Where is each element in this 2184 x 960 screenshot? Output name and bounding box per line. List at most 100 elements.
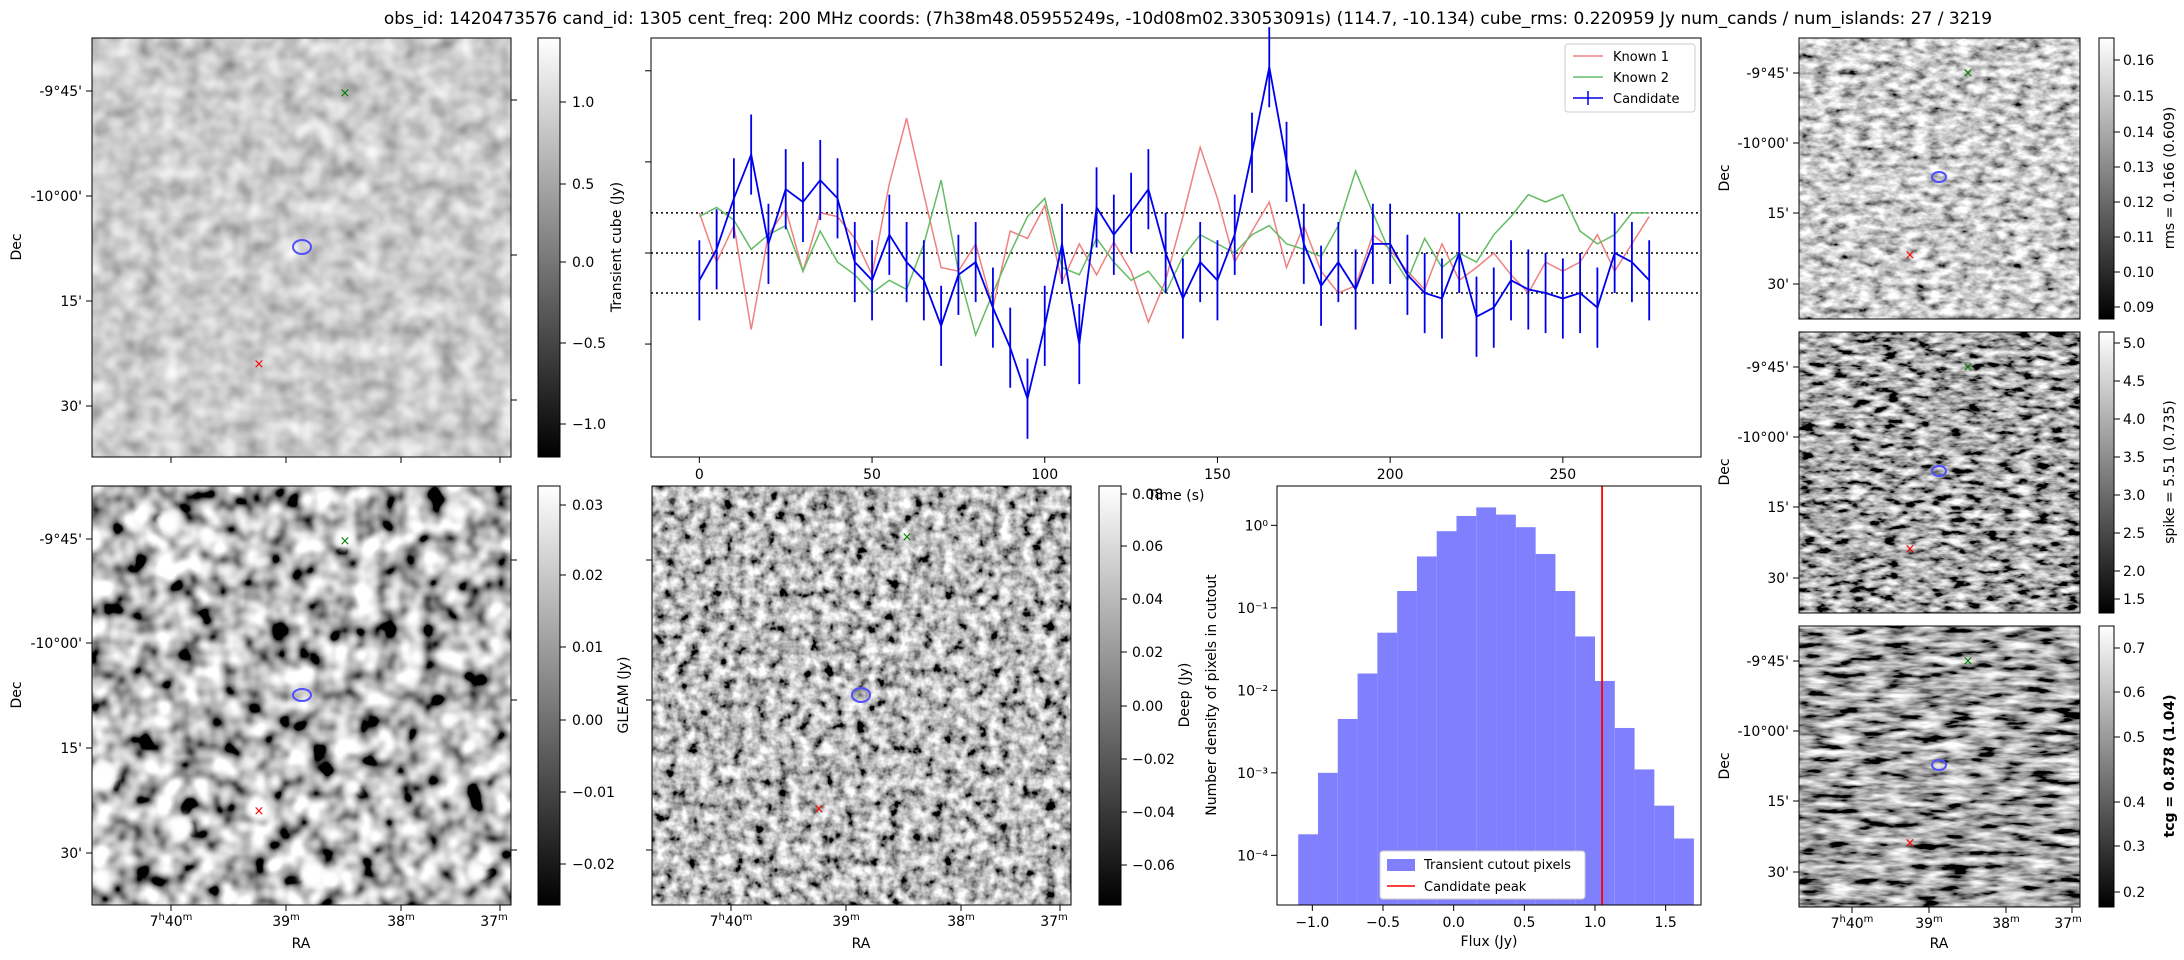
- cbar-tick: −0.04: [1132, 805, 1175, 821]
- lightcurve-xlabel: Time (s): [1147, 488, 1205, 504]
- known1-marker: ×: [254, 804, 265, 819]
- cbar-tick: 0.02: [572, 568, 603, 584]
- dec-tick: -9°45': [1746, 654, 1789, 670]
- ra-tick: 39m: [1915, 914, 1943, 932]
- transient-colorbar-fill: [537, 37, 561, 458]
- ra-label: RA: [1930, 936, 1949, 952]
- cbar-tick: 0.6: [2123, 685, 2145, 701]
- dec-tick: -9°45': [1746, 66, 1789, 82]
- histogram-bar: [1654, 805, 1675, 905]
- dec-axis: -9°45' -10°00' 15' 30' Dec: [9, 84, 92, 415]
- deep-image: [652, 486, 1071, 905]
- dec-tick: -10°00': [30, 189, 82, 205]
- histogram-ylabel: Number density of pixels in cutout: [1204, 574, 1220, 816]
- cbar-tick: −0.5: [572, 336, 606, 352]
- rms-colorbar-fill: [2098, 37, 2115, 320]
- gleam-colorbar-fill: [537, 485, 561, 906]
- histogram-bar: [1535, 553, 1556, 905]
- ra-axis: 7h40m 39m 38m 37m RA: [1831, 907, 2082, 952]
- cbar-tick: 0.13: [2123, 160, 2154, 176]
- y-tick-label: 10⁻¹: [1237, 601, 1268, 617]
- cbar-tick: 5.0: [2123, 336, 2145, 352]
- rms-cbar-label: rms = 0.166 (0.609): [2162, 107, 2178, 250]
- dec-tick: -10°00': [1737, 724, 1789, 740]
- tcg-panel: × × -9°45' -10°00' 15' 30' Dec 7h40m 39m…: [1717, 625, 2178, 952]
- cbar-tick: 0.15: [2123, 89, 2154, 105]
- x-tick-label: 0.5: [1513, 915, 1535, 931]
- histogram-bar: [1456, 515, 1477, 905]
- series-candidate: [698, 66, 1650, 402]
- cbar-tick: 0.02: [1132, 645, 1163, 661]
- candidate-contour: [292, 688, 312, 702]
- tcg-image: [1799, 626, 2080, 907]
- x-tick-label: 0: [695, 467, 704, 483]
- cbar-tick: 0.00: [572, 713, 603, 729]
- candidate-contour: [1931, 171, 1947, 183]
- x-tick-label: 200: [1377, 467, 1404, 483]
- histogram-panel: −1.0 −0.5 0.0 0.5 1.0 1.5 10⁰ 10⁻¹ 10⁻² 10⁻³ 10⁻⁴…: [1204, 485, 1702, 950]
- known1-marker: ×: [1905, 248, 1916, 263]
- histogram-y-axis: 10⁰ 10⁻¹ 10⁻² 10⁻³ 10⁻⁴: [1237, 518, 1277, 864]
- transient-cbar-label: Transient cube (Jy): [609, 182, 625, 313]
- x-tick-label: −0.5: [1366, 915, 1400, 931]
- histogram-bar: [1634, 769, 1655, 905]
- candidate-contour: [1931, 759, 1947, 771]
- deep-colorbar-fill: [1098, 485, 1122, 906]
- ra-tick: 38m: [387, 912, 415, 930]
- series-known-1: [698, 118, 1650, 330]
- x-tick-label: 50: [863, 467, 881, 483]
- y-tick-label: 10⁻²: [1237, 683, 1268, 699]
- histogram-xlabel: Flux (Jy): [1461, 934, 1518, 950]
- dec-tick: -10°00': [1737, 430, 1789, 446]
- cbar-tick: 0.14: [2123, 125, 2154, 141]
- dec-label: Dec: [1717, 164, 1733, 191]
- dec-tick: -10°00': [1737, 136, 1789, 152]
- histogram-bar: [1416, 556, 1437, 905]
- cbar-tick: 0.01: [572, 640, 603, 656]
- dec-tick: 30': [1767, 277, 1789, 293]
- ra-tick: 7h40m: [1831, 914, 1874, 932]
- histogram-bar: [1298, 834, 1318, 905]
- legend-known1: Known 1: [1613, 50, 1669, 65]
- dec-axis: -9°45' -10°00' 15' 30' Dec: [9, 532, 92, 862]
- cbar-tick: 0.5: [572, 177, 594, 193]
- cbar-tick: 0.2: [2123, 885, 2145, 901]
- candidate-contour: [851, 687, 871, 703]
- cbar-tick: −0.02: [572, 857, 615, 873]
- ra-tick: 7h40m: [150, 912, 193, 930]
- cbar-tick: 2.0: [2123, 564, 2145, 580]
- histogram-bar: [1436, 531, 1457, 905]
- histogram-bar: [1555, 591, 1576, 905]
- histogram-bar: [1496, 514, 1516, 905]
- ra-label: RA: [292, 936, 311, 952]
- histogram-bar: [1397, 591, 1417, 905]
- y-tick-label: 10⁻⁴: [1237, 848, 1268, 864]
- known2-marker: ×: [340, 86, 351, 101]
- transient-colorbar: 1.0 0.5 0.0 −0.5 −1.0 Transient cube (Jy…: [537, 37, 625, 458]
- dec-tick: 15': [60, 294, 82, 310]
- dec-tick: 30': [1767, 571, 1789, 587]
- gleam-sources: [88, 504, 488, 888]
- ra-tick: 38m: [947, 912, 975, 930]
- known1-marker: ×: [254, 357, 265, 372]
- rms-image: [1799, 38, 2080, 319]
- dec-tick: -10°00': [30, 636, 82, 652]
- dec-tick: 30': [1767, 865, 1789, 881]
- spike-colorbar-fill: [2098, 331, 2115, 614]
- histogram-bar: [1595, 680, 1615, 905]
- cbar-tick: 0.7: [2123, 641, 2145, 657]
- known2-marker: ×: [902, 530, 913, 545]
- dec-label: Dec: [1717, 752, 1733, 779]
- cbar-tick: 3.0: [2123, 488, 2145, 504]
- gleam-colorbar: 0.03 0.02 0.01 0.00 −0.01 −0.02 GLEAM (J…: [537, 485, 632, 906]
- cbar-tick: 4.0: [2123, 412, 2145, 428]
- cbar-tick: 3.5: [2123, 450, 2145, 466]
- dec-tick: 15': [1767, 206, 1789, 222]
- figure-title: obs_id: 1420473576 cand_id: 1305 cent_fr…: [384, 9, 1992, 29]
- cbar-tick: 0.11: [2123, 230, 2154, 246]
- gleam-cbar-label: GLEAM (Jy): [616, 657, 632, 734]
- legend-hist-swatch: [1387, 859, 1415, 871]
- dec-tick: 15': [1767, 794, 1789, 810]
- x-tick-label: 1.0: [1584, 915, 1606, 931]
